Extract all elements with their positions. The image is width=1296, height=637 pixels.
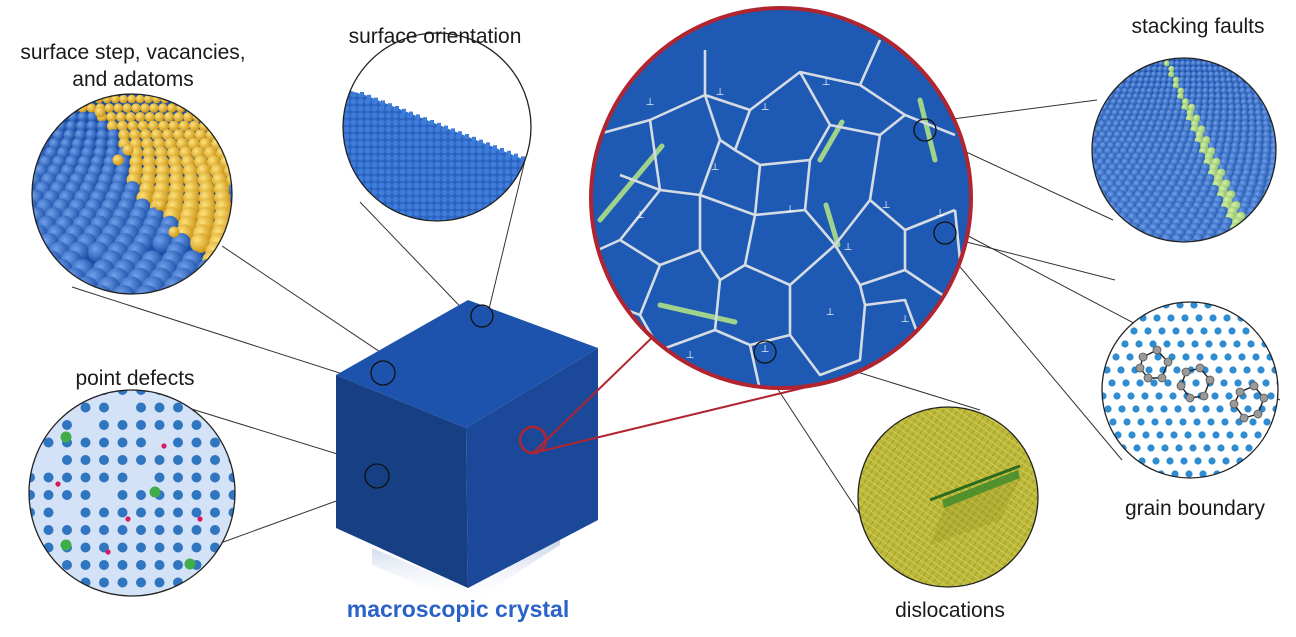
dislocation-marker-9: ⊥ <box>901 314 910 325</box>
macroscopic-crystal-cube <box>336 300 598 605</box>
dislocation-marker-3: ⊥ <box>711 162 720 173</box>
label-grain-boundary: grain boundary <box>1100 496 1290 522</box>
dislocation-marker-8: ⊥ <box>826 307 835 318</box>
dislocation-marker-6: ⊥ <box>882 200 891 211</box>
dislocation-marker-4: ⊥ <box>636 210 645 221</box>
label-surface-step-line2: and adatoms <box>8 67 258 93</box>
dislocation-marker-10: ⊥ <box>686 350 695 361</box>
stacking-faults-inset <box>1040 55 1296 257</box>
label-surface-orientation: surface orientation <box>340 24 530 50</box>
label-point-defects: point defects <box>30 366 240 392</box>
label-macroscopic-crystal: macroscopic crystal <box>328 596 588 622</box>
dislocation-marker-1: ⊥ <box>716 87 725 98</box>
label-stacking-faults: stacking faults <box>1110 14 1286 40</box>
dislocation-marker-13: ⊥ <box>822 77 831 88</box>
dislocation-marker-12: ⊥ <box>936 208 945 219</box>
label-dislocations: dislocations <box>860 598 1040 624</box>
dislocation-marker-5: ⊥ <box>786 204 795 215</box>
label-surface-step-line1: surface step, vacancies, <box>8 40 258 66</box>
dislocations-inset <box>858 407 1038 587</box>
dislocation-marker-2: ⊥ <box>761 102 770 113</box>
dislocation-marker-7: ⊥ <box>844 242 853 253</box>
dislocation-marker-11: ⊥ <box>761 344 770 355</box>
grain-map-inset: ⊥ ⊥ ⊥ ⊥ ⊥ ⊥ ⊥ ⊥ ⊥ ⊥ ⊥ ⊥ ⊥ ⊥ <box>591 8 971 390</box>
dislocation-marker-0: ⊥ <box>646 97 655 108</box>
